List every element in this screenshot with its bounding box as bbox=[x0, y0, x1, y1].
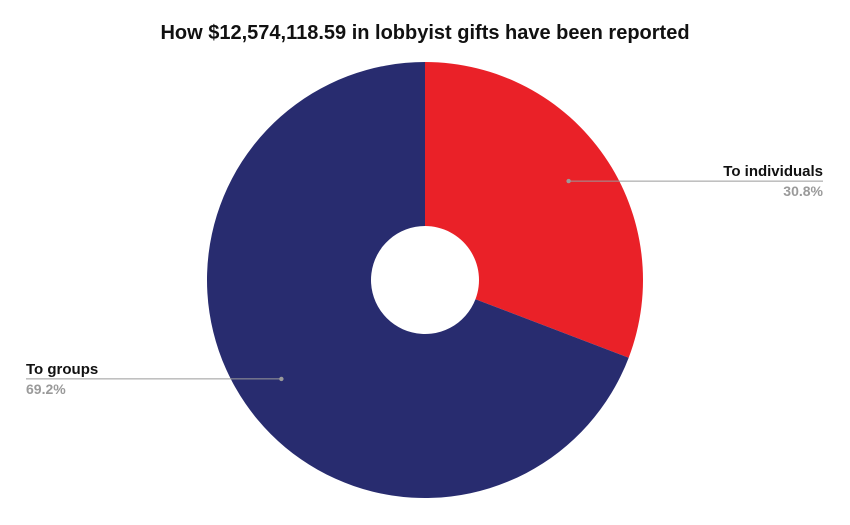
slice-label: To individuals bbox=[723, 163, 823, 180]
pie-slice-to-groups bbox=[206, 62, 629, 499]
leader-dot bbox=[566, 178, 571, 184]
leader-dot bbox=[279, 376, 284, 382]
slice-percent-label: 30.8% bbox=[783, 183, 823, 199]
pie-slice-to-individuals bbox=[425, 62, 643, 358]
slice-percent-label: 69.2% bbox=[26, 381, 66, 397]
chart-title: How $12,574,118.59 in lobbyist gifts hav… bbox=[160, 22, 690, 44]
slice-label: To groups bbox=[26, 361, 98, 378]
